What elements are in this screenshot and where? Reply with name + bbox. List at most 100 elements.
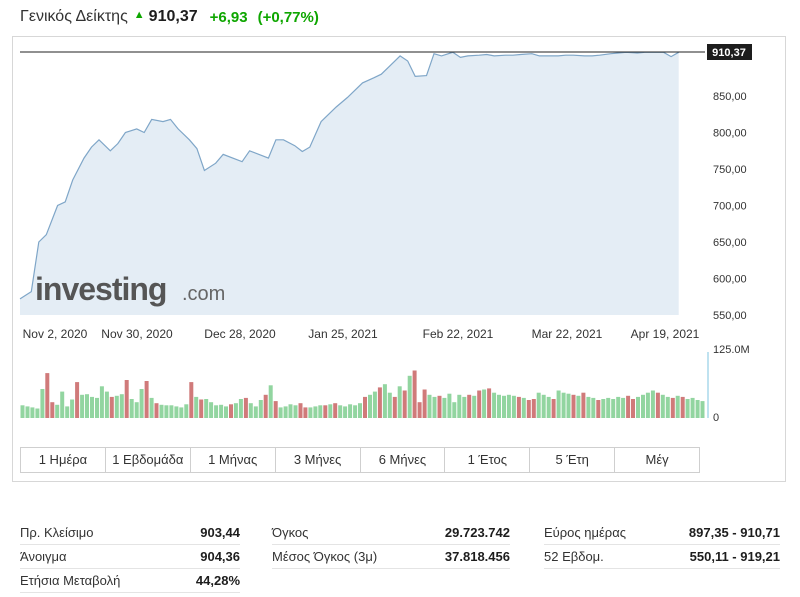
volume-bar	[596, 400, 601, 418]
volume-bar	[273, 401, 278, 418]
volume-bar	[129, 399, 134, 418]
volume-bar	[472, 395, 477, 418]
stat-row: Άνοιγμα 904,36	[20, 546, 240, 569]
volume-bar	[70, 399, 75, 418]
volume-bar	[626, 395, 631, 418]
volume-bar	[506, 394, 511, 418]
volume-bar	[243, 397, 248, 418]
watermark-logo: investing	[35, 271, 166, 307]
timeframe-button-1[interactable]: 1 Εβδομάδα	[106, 448, 191, 472]
timeframe-button-6[interactable]: 5 Έτη	[530, 448, 616, 472]
volume-bar	[313, 406, 318, 418]
volume-bar	[194, 396, 199, 418]
x-tick-label: Mar 22, 2021	[532, 327, 603, 341]
last-price-label: 910,37	[712, 47, 746, 59]
volume-bar	[655, 392, 660, 418]
volume-bar	[521, 397, 526, 418]
volume-bar	[233, 403, 238, 418]
volume-bar	[675, 395, 680, 418]
volume-bar	[392, 396, 397, 418]
volume-bar	[502, 395, 506, 418]
last-price-badge	[707, 44, 752, 60]
volume-bar	[576, 395, 581, 418]
last-price: 910,37	[148, 8, 198, 25]
timeframe-button-3[interactable]: 3 Μήνες	[276, 448, 361, 472]
volume-bar	[372, 391, 377, 418]
volume-bar	[209, 402, 214, 418]
stat-label: Ετήσια Μεταβολή	[20, 573, 121, 588]
volume-min-label: 0	[713, 412, 719, 424]
volume-bar	[114, 395, 119, 418]
volume-bar	[154, 403, 159, 418]
volume-bar	[407, 375, 412, 418]
volume-bar	[700, 401, 705, 418]
volume-bar	[20, 405, 25, 418]
volume-bar	[75, 382, 80, 418]
volume-bar	[601, 399, 606, 418]
volume-bar	[641, 394, 645, 418]
volume-bar	[298, 403, 303, 418]
y-tick-label: 650,00	[713, 237, 747, 249]
price-change: +6,93	[209, 8, 248, 26]
volume-bar	[253, 406, 258, 418]
y-tick-label: 550,00	[713, 310, 747, 322]
volume-bar	[382, 384, 387, 418]
volume-bar	[35, 408, 40, 418]
quote-header: Γενικός Δείκτης ▲ 910,37 +6,93 (+0,77%)	[20, 6, 319, 28]
volume-bar	[95, 397, 99, 418]
timeframe-button-7[interactable]: Μέγ	[645, 452, 669, 467]
stat-value: 904,36	[200, 549, 240, 564]
volume-bar	[169, 405, 174, 418]
stat-label: Πρ. Κλείσιμο	[20, 525, 94, 540]
volume-bar	[55, 404, 60, 418]
volume-bar	[25, 406, 30, 418]
volume-bar	[422, 389, 427, 418]
stat-row: Μέσος Όγκος (3μ) 37.818.456	[272, 546, 510, 569]
volume-bar	[636, 396, 640, 418]
volume-bar	[184, 404, 189, 418]
volume-bar	[417, 402, 422, 418]
timeframe-button-2[interactable]: 1 Μήνας	[191, 448, 276, 472]
stat-label: Άνοιγμα	[20, 549, 67, 564]
timeframe-button-4[interactable]: 6 Μήνες	[361, 448, 446, 472]
volume-bar	[159, 404, 164, 418]
volume-bar	[670, 397, 675, 418]
volume-bar	[447, 393, 452, 418]
stat-label: Εύρος ημέρας	[544, 525, 626, 540]
timeframe-button-0[interactable]: 1 Ημέρα	[21, 448, 106, 472]
volume-bar	[650, 390, 655, 418]
volume-bar	[526, 400, 531, 418]
volume-bar	[621, 397, 626, 418]
y-tick-label: 850,00	[713, 91, 747, 103]
volume-bar	[119, 394, 124, 418]
volume-bar	[645, 392, 650, 418]
y-tick-label: 800,00	[713, 128, 747, 140]
volume-bar	[90, 396, 94, 418]
volume-bar	[318, 405, 323, 418]
volume-bar	[541, 394, 546, 418]
volume-bar	[134, 402, 139, 418]
x-tick-label: Apr 19, 2021	[631, 327, 700, 341]
volume-bar	[333, 403, 338, 418]
volume-bar	[427, 394, 432, 418]
price-chart[interactable]: 910,37 550,00 600,00 650,00 700,00 750,00 800,…	[0, 0, 800, 440]
stat-label: Όγκος	[272, 525, 309, 540]
instrument-name: Γενικός Δείκτης	[20, 8, 128, 25]
price-area	[20, 52, 679, 316]
volume-bar	[665, 396, 670, 418]
stats-column-3: Εύρος ημέρας 897,35 - 910,71 52 Εβδομ. 550,…	[544, 522, 780, 570]
volume-bar	[556, 390, 561, 418]
volume-bar	[85, 394, 89, 418]
volume-bar	[660, 394, 665, 418]
volume-bar	[288, 404, 293, 418]
volume-bar	[45, 373, 50, 418]
volume-bar	[258, 400, 263, 418]
volume-bar	[65, 406, 70, 418]
timeframe-button-5[interactable]: 1 Έτος	[445, 448, 531, 472]
stat-value: 903,44	[200, 525, 240, 540]
y-tick-label: 700,00	[713, 201, 747, 213]
stat-label: Μέσος Όγκος (3μ)	[272, 549, 378, 564]
volume-bar	[363, 396, 367, 418]
timeframe-selector: 1 Ημέρα 1 Εβδομάδα 1 Μήνας 3 Μήνες 6 Μήνες 1 …	[20, 447, 700, 473]
stat-row: 52 Εβδομ. 550,11 - 919,21	[544, 546, 780, 569]
